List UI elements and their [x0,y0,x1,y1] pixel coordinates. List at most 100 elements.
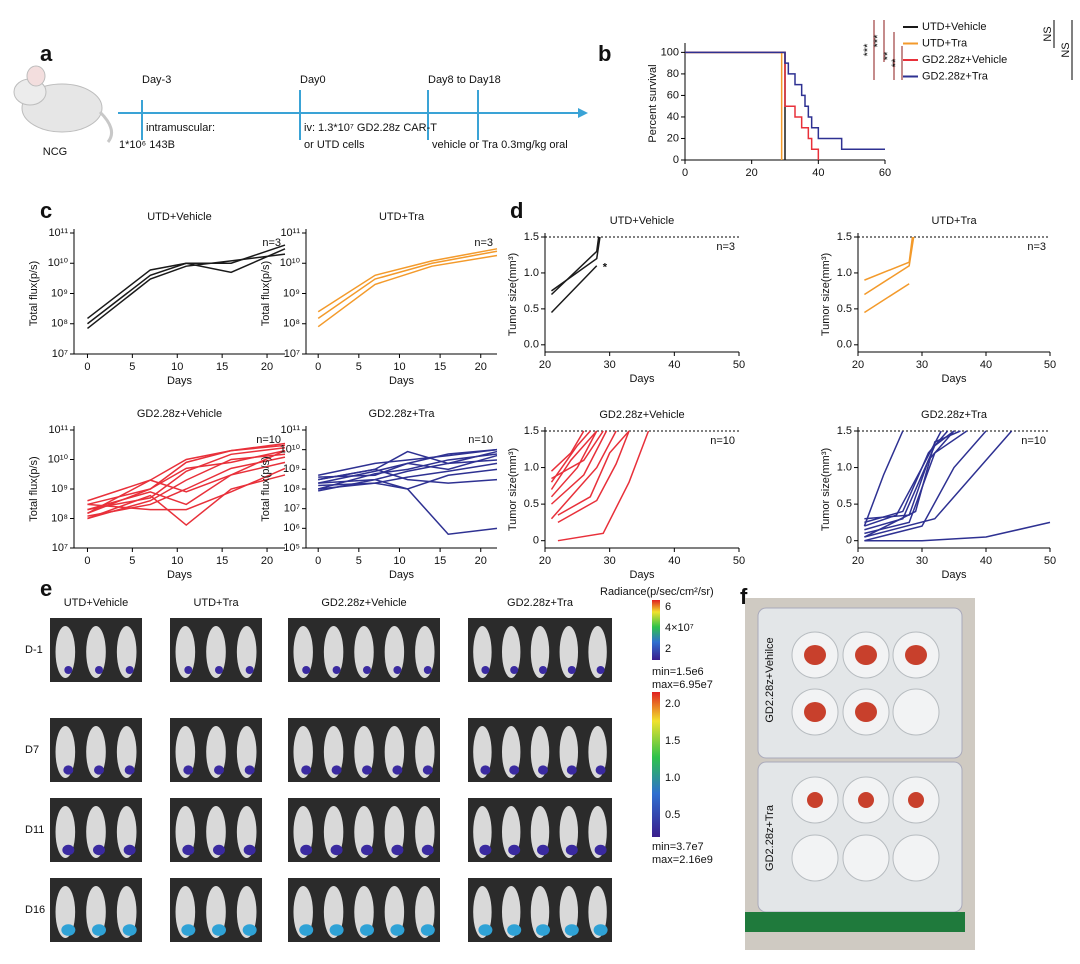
y-tick-label: 10⁷ [284,503,300,515]
series-line [864,430,987,542]
signal [95,666,103,674]
x-tick-label: 10 [171,555,183,567]
mouse-icon [13,65,114,143]
y-tick-label: 10¹⁰ [48,257,69,269]
y-tick-label: 10¹⁰ [280,444,301,456]
signal [478,924,493,936]
signal [363,666,371,674]
signal [183,765,194,775]
series-line [87,253,286,330]
signal [332,666,341,674]
x-tick-label: 20 [475,555,487,567]
day-label: D16 [25,904,45,916]
series-line [685,51,885,150]
series-line [550,430,598,498]
y-tick-label: 80 [667,68,679,80]
x-axis-label: Days [941,373,967,385]
signal [330,844,343,856]
annotation: * [603,262,608,274]
timepoint: Day-3 [142,74,171,86]
chart-title: UTD+Tra [931,215,977,227]
x-tick-label: 50 [1044,359,1056,371]
mouse [323,806,344,858]
mouse [86,726,106,778]
y-tick-label: 10⁷ [284,348,300,360]
mouse [206,626,226,678]
note: n=10 [468,434,493,446]
signal [565,844,578,856]
legend-label: GD2.28z+Vehicle [922,54,1007,66]
chart-title: GD2.28z+Tra [369,408,436,420]
mouse [588,726,607,778]
y-tick-label: 10⁶ [283,522,300,534]
tumor [908,792,924,808]
y-tick-label: 0.0 [837,339,852,351]
note: n=3 [716,241,735,253]
series-line [551,236,601,292]
colorbar [652,600,660,660]
series-line [318,468,498,484]
series-line [87,244,286,320]
mouse [206,726,226,778]
tumor [804,702,826,722]
signal [244,765,255,775]
signal [61,924,76,936]
chart-title: GD2.28z+Vehicle [137,408,222,420]
mouse [384,626,405,678]
x-tick-label: 20 [261,555,273,567]
y-axis-label: Tumor size(mm³) [507,448,519,531]
series-line [87,474,286,527]
y-tick-label: 1.5 [837,425,852,437]
mouse [175,726,196,778]
x-tick-label: 20 [539,359,551,371]
note: n=10 [1021,435,1046,447]
signal [593,924,608,936]
x-tick-label: 40 [980,359,992,371]
mouse [384,806,405,858]
series-line [550,430,591,483]
y-tick-label: 40 [667,111,679,123]
y-tick-label: 1.0 [837,267,852,279]
tumor [905,645,927,665]
scale-tick: 2.0 [665,698,680,710]
y-tick-label: 1.0 [524,267,539,279]
signal [507,924,522,936]
signal [479,844,492,856]
panel-letter: a [40,41,53,66]
y-axis-label: Total flux(p/s) [28,261,40,326]
y-tick-label: 10¹⁰ [48,453,69,465]
y-tick-label: 10⁸ [51,512,68,524]
series-line [318,454,498,478]
signal [564,924,579,936]
mouse [206,806,226,858]
mouse [415,626,435,678]
series-line [685,51,820,160]
signal [536,924,550,936]
y-axis-label: Percent survival [647,64,659,142]
y-tick-label: 0.5 [837,498,852,510]
day-label: D11 [25,824,44,836]
treatment: or UTD cells [304,139,365,151]
signal [184,666,193,674]
y-tick-label: 10⁸ [51,318,68,330]
well [842,834,890,882]
series-line [317,248,498,313]
scale-max: max=2.16e9 [652,854,713,866]
signal [393,666,402,674]
significance: *** [872,34,884,48]
series-line [87,453,286,520]
mouse [501,626,521,678]
scale-title: Radiance(p/sec/cm²/sr) [600,586,714,598]
significance: ** [882,51,894,60]
y-axis-label: Total flux(p/s) [28,456,40,521]
significance: NS [1060,42,1072,57]
mouse [530,726,550,778]
signal [62,844,75,856]
x-tick-label: 0 [315,555,321,567]
y-tick-label: 10⁵ [283,542,300,554]
timepoint: Day8 to Day18 [428,74,501,86]
y-tick-label: 1.0 [837,461,852,473]
series-line [557,430,630,524]
x-tick-label: 60 [879,167,891,179]
photo-label: GD2.28z+Vehilce [764,637,776,722]
